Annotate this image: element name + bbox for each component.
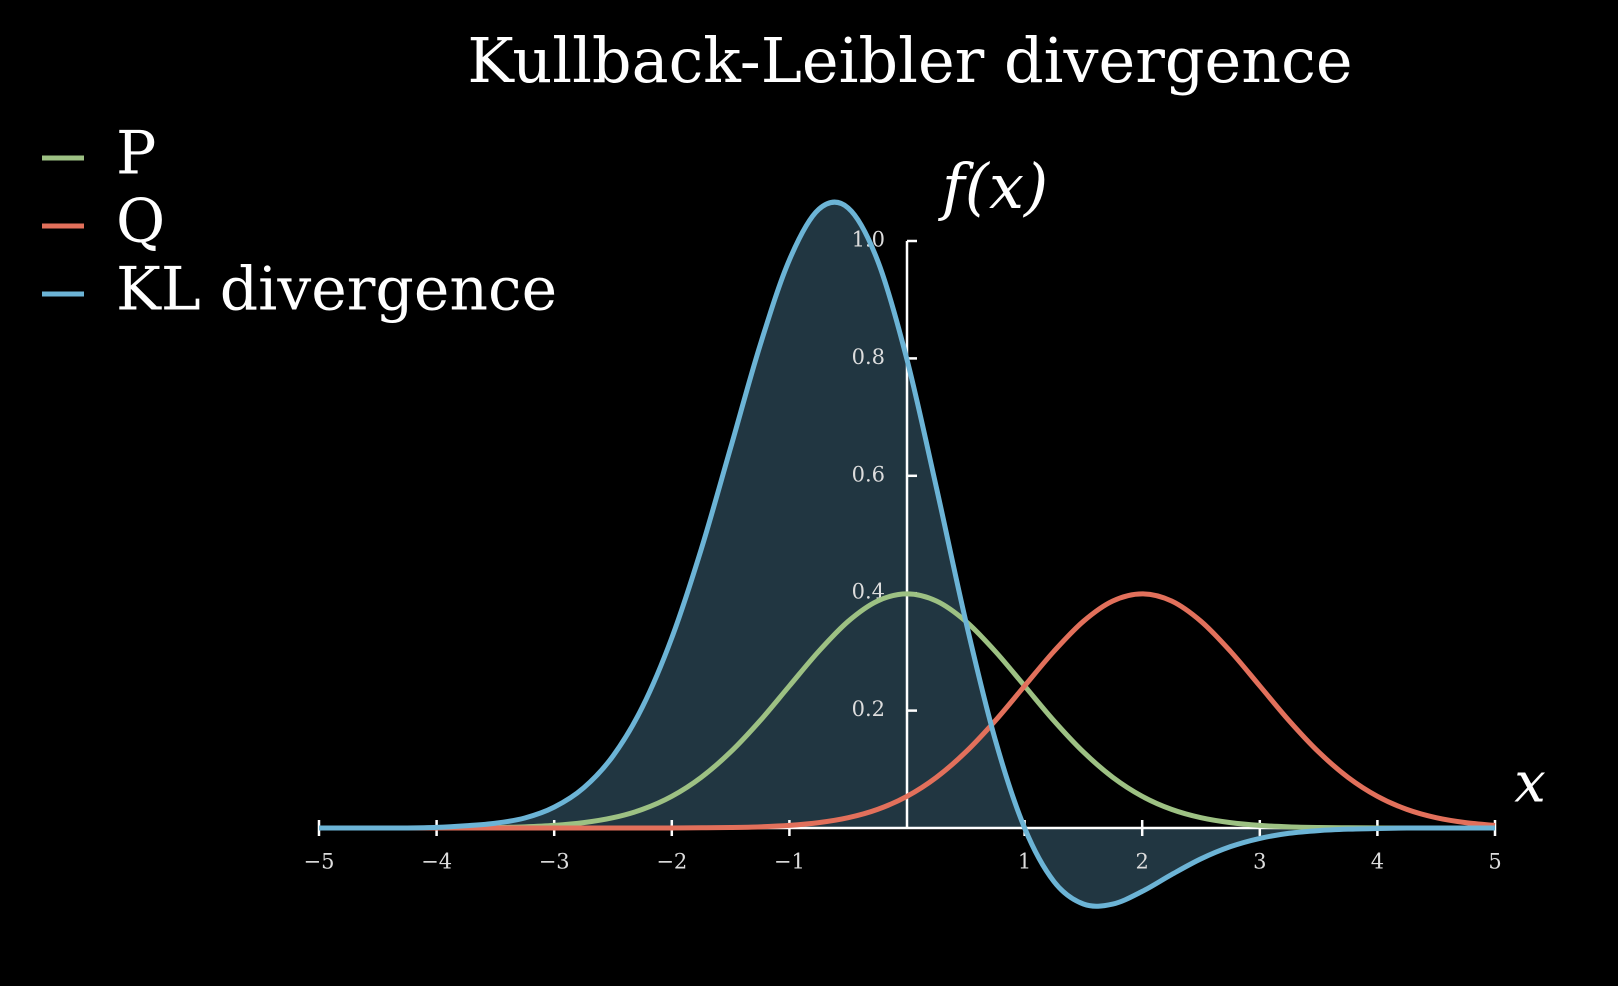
x-tick-label: 3 — [1253, 850, 1266, 874]
x-tick-label: −4 — [421, 850, 452, 874]
y-tick-label: 0.6 — [852, 462, 885, 486]
x-tick-label: 5 — [1488, 850, 1501, 874]
series-line — [318, 199, 1495, 909]
chart-title: Kullback-Leibler divergence — [467, 24, 1352, 97]
x-tick-label: 4 — [1371, 850, 1384, 874]
x-axis-label: x — [1514, 751, 1546, 816]
x-tick-label: −3 — [539, 850, 570, 874]
legend-label: KL divergence — [116, 255, 557, 325]
legend-label: P — [116, 119, 156, 189]
y-tick-label: 0.2 — [852, 697, 885, 721]
series-line — [318, 591, 1496, 831]
y-axis-label: f(x) — [938, 150, 1048, 223]
y-tick-label: 0.8 — [852, 345, 885, 369]
x-tick-label: −5 — [304, 850, 335, 874]
x-tick-label: 2 — [1136, 850, 1149, 874]
x-tick-label: 1 — [1018, 850, 1031, 874]
x-tick-label: −2 — [656, 850, 687, 874]
legend-label: Q — [116, 187, 165, 257]
x-tick-label: −1 — [774, 850, 805, 874]
